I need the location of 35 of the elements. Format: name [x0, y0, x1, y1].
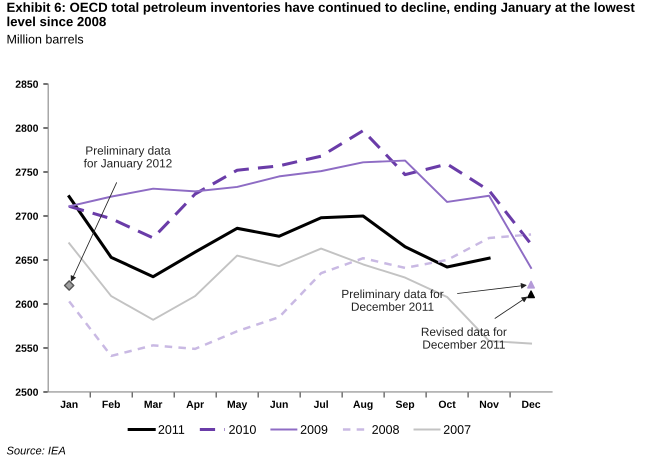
x-tick-label: Oct — [438, 400, 456, 408]
legend-label: 2010 — [229, 425, 256, 434]
x-tick-label: Nov — [480, 400, 499, 408]
x-tick-label: Feb — [102, 400, 120, 408]
annotation: Preliminary data for January 2012 — [84, 146, 172, 170]
x-tick-label: Apr — [186, 400, 204, 410]
chart-title: Exhibit 6: OECD total petroleum inventories have continued to decline, ending January at the lowest level since 2008 — [7, 2, 635, 26]
legend-label: 2008 — [372, 425, 399, 434]
x-tick-label: Jul — [314, 400, 328, 408]
y-tick-label: 2500 — [16, 388, 38, 396]
y-tick-label: 2650 — [16, 256, 38, 264]
y-tick-label: 2550 — [16, 344, 38, 352]
x-tick-label: Mar — [144, 400, 162, 408]
y-tick-label: 2600 — [16, 300, 38, 308]
x-tick-label: Aug — [353, 400, 373, 410]
line-series — [68, 129, 533, 246]
x-tick-label: Dec — [522, 400, 540, 408]
y-tick-label: 2750 — [16, 168, 38, 176]
legend-label: 2011 — [158, 425, 184, 434]
chart-subtitle: Million barrels — [8, 34, 84, 44]
x-tick-label: Sep — [396, 400, 414, 410]
y-tick-label: 2700 — [16, 212, 38, 220]
x-tick-label: Jun — [270, 400, 288, 408]
line-series — [68, 195, 491, 278]
x-tick-label: May — [228, 400, 248, 410]
annotation: Revised data for December 2011 — [422, 327, 507, 349]
legend-label: 2009 — [300, 425, 328, 434]
x-tick-label: Jan — [60, 400, 78, 408]
legend-label: 2007 — [444, 425, 470, 434]
source-note: Source: IEA — [6, 446, 66, 455]
y-tick-label: 2850 — [16, 80, 38, 88]
line-series — [68, 160, 532, 269]
y-tick-label: 2800 — [16, 124, 38, 132]
line-series — [68, 233, 532, 358]
annotation: Preliminary data for December 2011 — [342, 289, 444, 311]
